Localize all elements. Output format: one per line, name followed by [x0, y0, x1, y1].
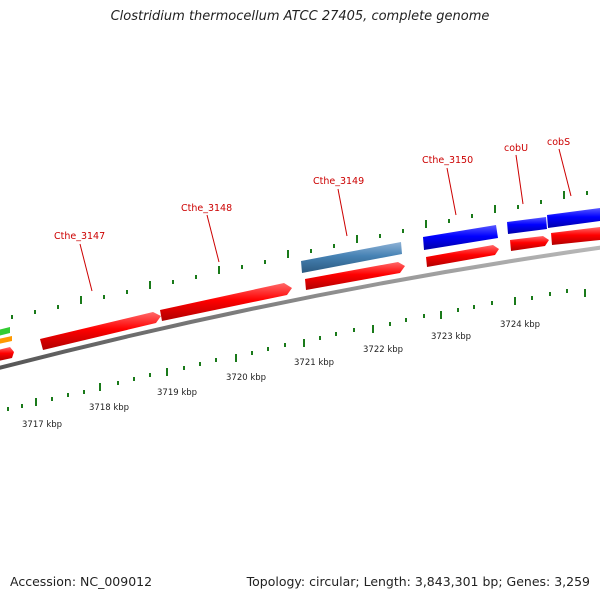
scale-label: 3721 kbp: [294, 358, 334, 368]
gene-cthe-3149-forward[interactable]: [305, 262, 405, 290]
gene-partial-red[interactable]: [0, 347, 14, 361]
scale-label: 3722 kbp: [363, 345, 403, 355]
gene-cobu[interactable]: [507, 217, 547, 234]
gene-partial-green[interactable]: [0, 327, 10, 336]
gene-cobs-forward[interactable]: [551, 227, 600, 245]
gene-partial-orange[interactable]: [0, 336, 12, 344]
gene-label-cthe-3147: Cthe_3147: [54, 231, 105, 242]
inner-tick-row: [7, 289, 586, 411]
gene-cobu-forward[interactable]: [510, 236, 549, 251]
gene-label-cobu: cobU: [504, 143, 528, 154]
label-leaders: [79, 148, 572, 292]
gene-cthe-3149[interactable]: [301, 242, 402, 273]
scale-label: 3719 kbp: [157, 388, 197, 398]
scale-label: 3720 kbp: [226, 373, 266, 383]
scale-label: 3718 kbp: [89, 403, 129, 413]
genome-backbone: [0, 245, 600, 370]
map-title: Clostridium thermocellum ATCC 27405, com…: [110, 9, 490, 24]
gene-cthe-3148[interactable]: [160, 283, 292, 321]
scale-label: 3717 kbp: [22, 420, 62, 430]
gene-cthe-3150[interactable]: [423, 225, 498, 250]
gene-cobs[interactable]: [547, 208, 600, 228]
gene-label-cobs: cobS: [547, 137, 570, 148]
gene-label-cthe-3149: Cthe_3149: [313, 176, 364, 187]
scale-label: 3724 kbp: [500, 320, 540, 330]
gene-label-cthe-3150: Cthe_3150: [422, 155, 473, 166]
accession-text: Accession: NC_009012: [10, 574, 153, 589]
gene-cthe-3150-forward[interactable]: [426, 245, 499, 267]
gene-cthe-3147[interactable]: [40, 312, 161, 350]
outer-tick-row: [11, 191, 588, 319]
scale-label: 3723 kbp: [431, 332, 471, 342]
genome-summary-text: Topology: circular; Length: 3,843,301 bp…: [246, 574, 590, 589]
gene-label-cthe-3148: Cthe_3148: [181, 203, 232, 214]
